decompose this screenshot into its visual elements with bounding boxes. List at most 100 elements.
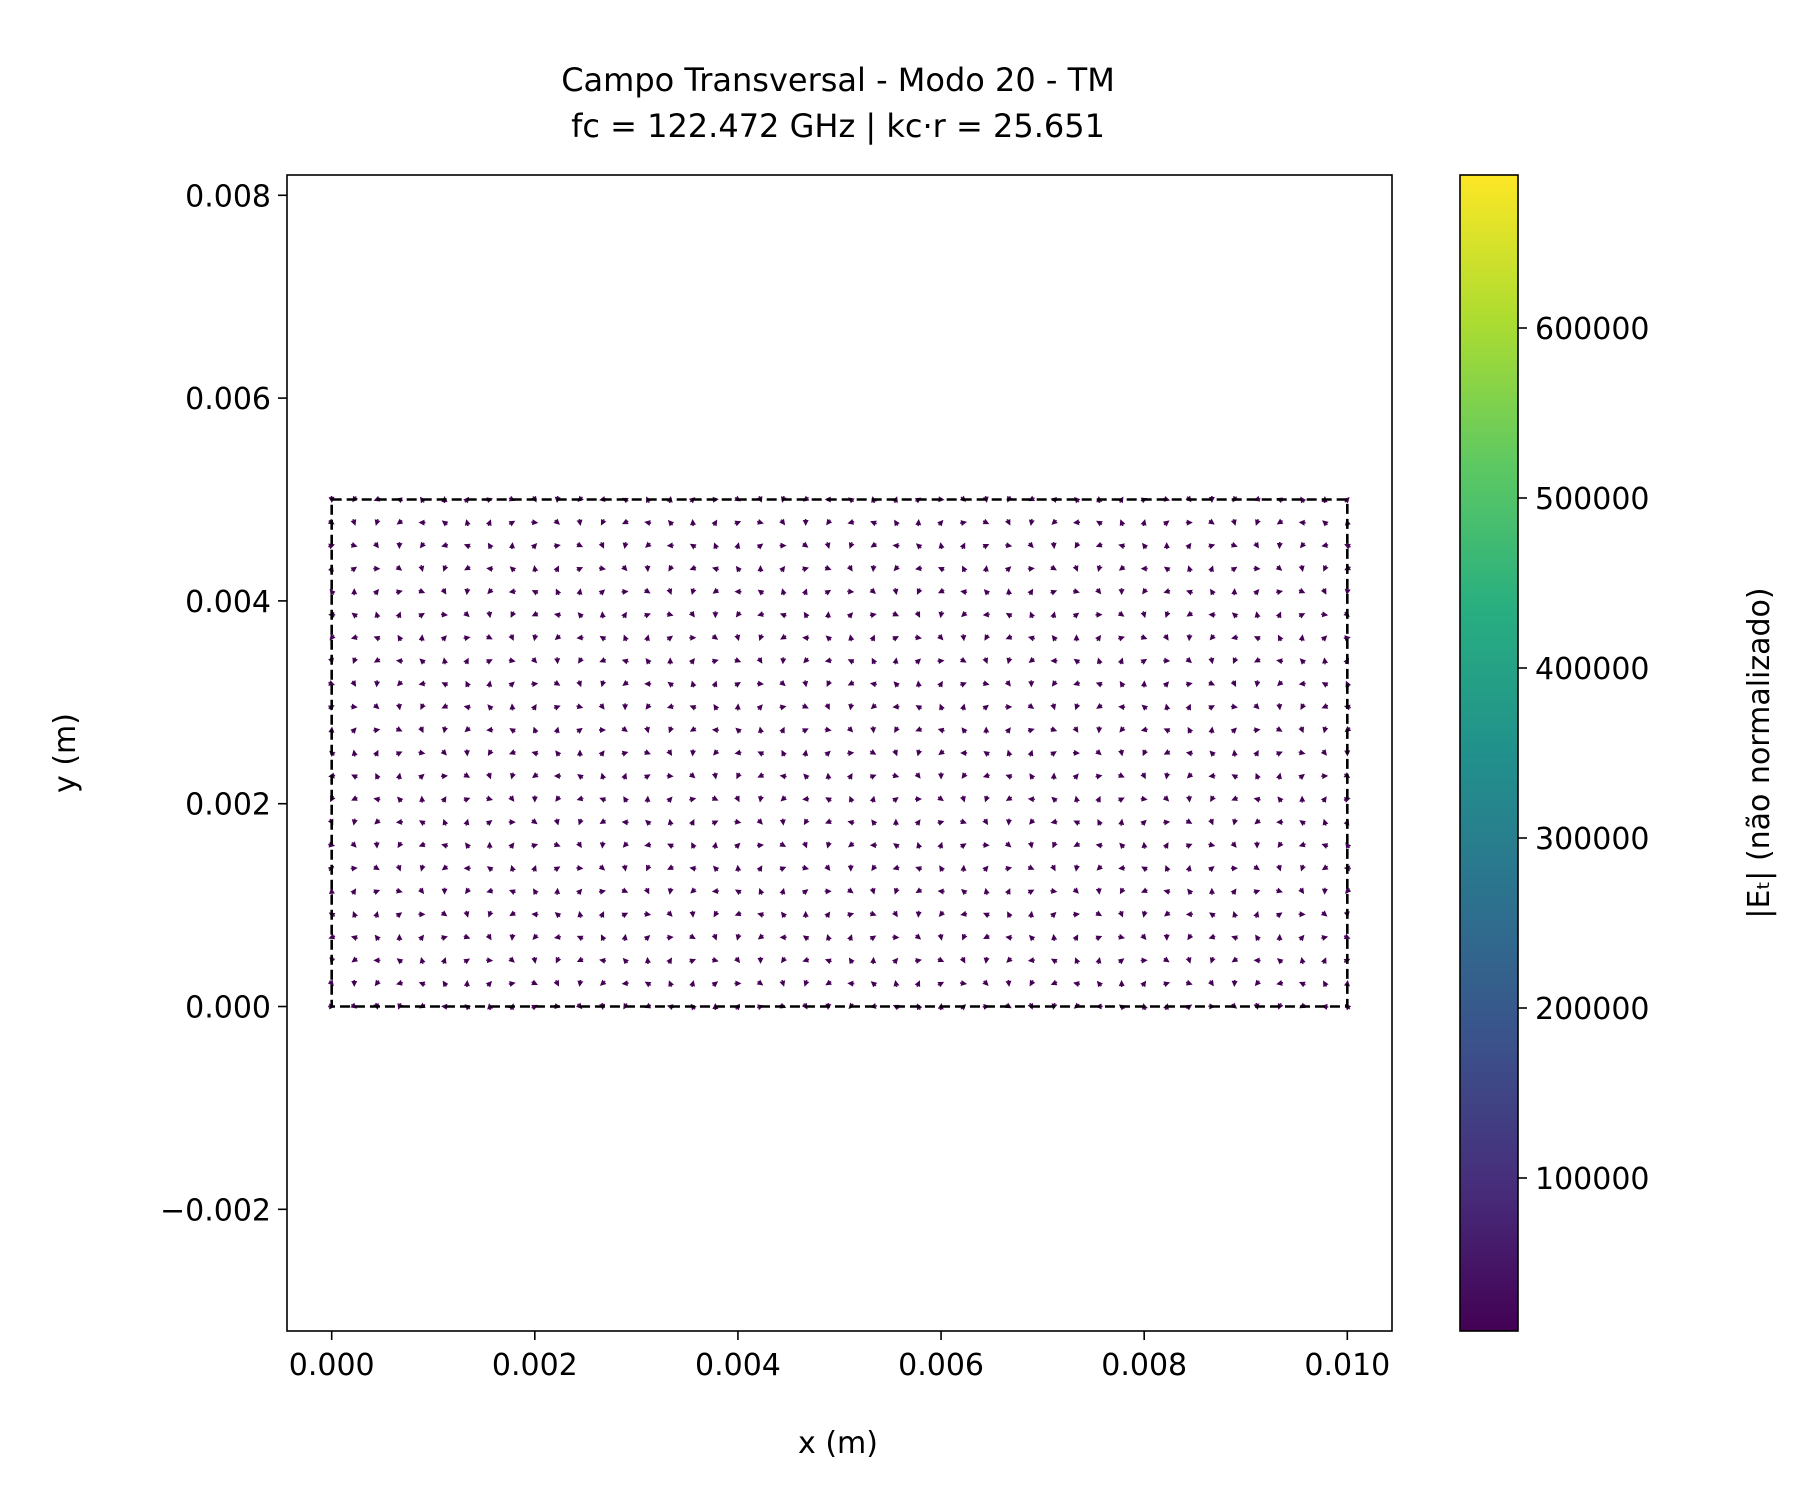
field-arrow bbox=[982, 842, 990, 849]
field-arrow bbox=[1073, 634, 1080, 642]
field-arrow bbox=[688, 658, 695, 665]
field-arrow bbox=[937, 933, 944, 941]
field-arrow bbox=[1072, 519, 1081, 526]
field-arrow bbox=[780, 911, 787, 919]
field-arrow bbox=[644, 520, 652, 526]
field-arrow bbox=[869, 634, 875, 642]
field-arrow bbox=[1255, 772, 1261, 780]
field-arrow bbox=[418, 612, 425, 619]
field-arrow bbox=[937, 795, 944, 802]
field-arrow bbox=[621, 864, 628, 872]
field-arrow bbox=[622, 703, 629, 711]
field-arrow bbox=[485, 933, 492, 941]
field-arrow bbox=[1345, 842, 1352, 849]
field-arrow bbox=[1005, 634, 1013, 640]
field-arrow bbox=[621, 772, 627, 780]
field-arrow bbox=[1254, 611, 1261, 619]
field-arrow bbox=[532, 565, 539, 573]
field-arrow bbox=[824, 958, 832, 965]
field-arrow bbox=[1210, 795, 1216, 803]
field-arrow bbox=[869, 774, 877, 780]
field-arrow bbox=[598, 565, 606, 572]
field-arrow bbox=[464, 842, 472, 849]
field-arrow bbox=[1118, 933, 1126, 940]
field-arrow bbox=[1231, 634, 1239, 641]
field-arrow bbox=[1118, 772, 1125, 778]
field-arrow bbox=[1118, 818, 1125, 826]
field-arrow bbox=[510, 864, 516, 872]
field-arrow bbox=[1209, 750, 1216, 757]
field-arrow bbox=[621, 750, 629, 757]
field-arrow bbox=[1050, 887, 1058, 894]
field-arrow bbox=[1323, 565, 1329, 572]
field-arrow bbox=[689, 958, 697, 965]
field-arrow bbox=[961, 772, 968, 779]
field-arrow bbox=[1298, 981, 1306, 988]
field-arrow bbox=[1187, 565, 1193, 573]
field-arrow bbox=[689, 910, 696, 918]
field-arrow bbox=[939, 703, 945, 711]
field-arrow bbox=[982, 865, 989, 873]
field-arrow bbox=[621, 658, 629, 665]
field-arrow bbox=[1253, 541, 1259, 549]
field-arrow bbox=[599, 841, 606, 849]
field-arrow bbox=[688, 772, 696, 779]
field-arrow bbox=[893, 564, 900, 572]
field-arrow bbox=[1095, 681, 1103, 688]
field-arrow bbox=[1050, 958, 1058, 965]
field-arrow bbox=[1344, 543, 1351, 550]
field-arrow bbox=[1005, 542, 1013, 549]
field-arrow bbox=[373, 656, 381, 663]
field-arrow bbox=[420, 703, 426, 711]
field-arrow bbox=[1027, 796, 1035, 803]
field-arrow bbox=[1118, 864, 1126, 871]
field-arrow bbox=[1142, 1003, 1148, 1011]
field-arrow bbox=[1163, 566, 1171, 573]
field-arrow bbox=[1185, 703, 1191, 711]
field-arrow bbox=[1163, 981, 1171, 988]
x-tick-label: 0.008 bbox=[1101, 1348, 1187, 1383]
field-arrow bbox=[1208, 933, 1216, 940]
field-arrow bbox=[553, 979, 559, 987]
field-arrow bbox=[1230, 680, 1237, 687]
field-arrow bbox=[442, 818, 449, 826]
field-arrow bbox=[960, 888, 968, 896]
field-arrow bbox=[486, 841, 493, 849]
field-arrow bbox=[531, 681, 539, 688]
field-arrow bbox=[644, 680, 652, 687]
field-arrow bbox=[937, 519, 944, 527]
field-arrow bbox=[375, 772, 381, 780]
field-arrow bbox=[1187, 933, 1194, 941]
field-arrow bbox=[598, 888, 606, 895]
field-arrow bbox=[1141, 910, 1148, 918]
field-arrow bbox=[577, 979, 584, 987]
y-axis-label: y (m) bbox=[48, 713, 83, 793]
field-arrow bbox=[711, 933, 718, 941]
field-arrow bbox=[1117, 657, 1124, 665]
field-arrow bbox=[1299, 658, 1307, 665]
field-arrow bbox=[713, 703, 720, 711]
field-arrow bbox=[1208, 726, 1215, 734]
field-arrow bbox=[1028, 656, 1036, 663]
field-arrow bbox=[734, 703, 741, 711]
field-arrow bbox=[1276, 518, 1284, 525]
field-arrow bbox=[1232, 910, 1239, 918]
field-arrow bbox=[691, 842, 697, 849]
colorbar-gradient bbox=[1459, 174, 1519, 1332]
field-arrow bbox=[1095, 541, 1103, 548]
field-arrow bbox=[1321, 887, 1328, 895]
field-arrow bbox=[508, 956, 515, 963]
field-arrow bbox=[1095, 887, 1102, 895]
field-arrow bbox=[869, 749, 877, 755]
field-arrow bbox=[982, 543, 990, 550]
field-arrow bbox=[531, 750, 539, 757]
field-arrow bbox=[1208, 979, 1214, 987]
field-arrow bbox=[668, 726, 674, 734]
field-arrow bbox=[555, 956, 562, 964]
field-arrow bbox=[374, 979, 381, 987]
field-arrow bbox=[824, 888, 832, 895]
field-arrow bbox=[1299, 957, 1306, 965]
field-arrow bbox=[509, 933, 516, 941]
field-arrow bbox=[690, 588, 697, 596]
field-arrow bbox=[508, 842, 515, 849]
